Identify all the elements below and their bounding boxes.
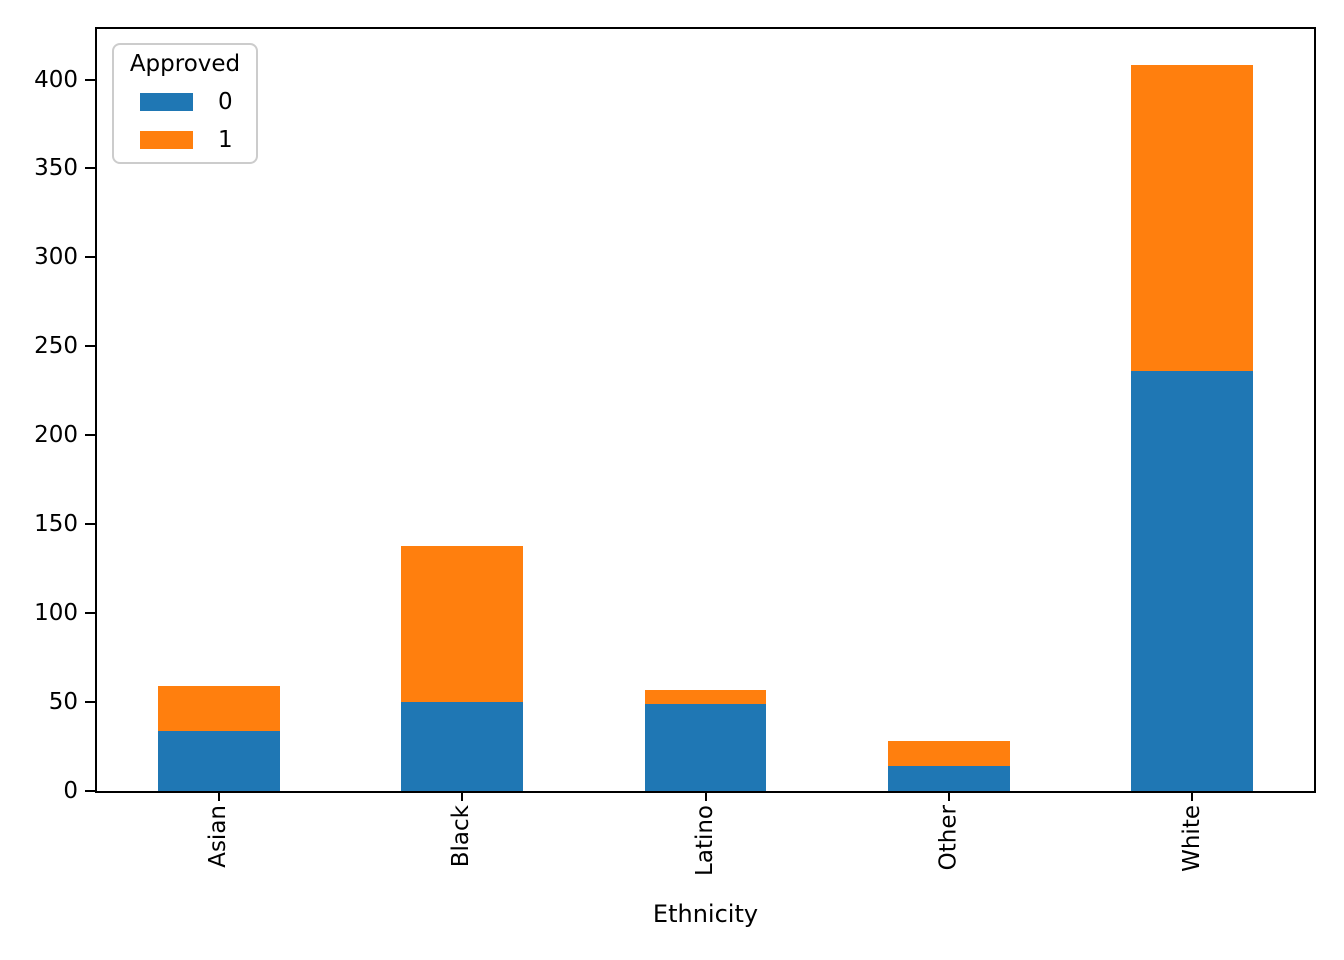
y-tick-mark [85, 790, 97, 792]
x-tick-mark [217, 791, 220, 801]
y-tick-label: 250 [34, 333, 78, 360]
y-tick-label: 100 [34, 600, 78, 627]
legend-swatch-approved-1 [140, 131, 193, 149]
y-tick-mark [85, 78, 97, 81]
y-tick-label: 400 [34, 66, 78, 93]
x-tick-mark [704, 791, 707, 801]
bar-latino-approved-1 [644, 689, 767, 704]
bar-latino-approved-0 [644, 703, 767, 791]
bar-latino [644, 689, 767, 791]
legend-label-approved-0: 0 [218, 88, 233, 115]
legend-title: Approved [129, 51, 241, 77]
y-tick-label: 0 [63, 778, 78, 804]
y-tick-label: 50 [48, 689, 78, 716]
y-tick-mark [85, 167, 97, 170]
bar-black-approved-1 [401, 545, 523, 703]
y-tick-mark [85, 523, 97, 526]
y-tick-label: 200 [34, 422, 78, 449]
y-tick-label: 150 [34, 511, 78, 538]
y-tick-mark [85, 612, 97, 615]
bar-black [401, 545, 523, 791]
x-tick-mark [1191, 791, 1194, 801]
legend-swatch-approved-0 [140, 93, 193, 111]
bar-white-approved-1 [1131, 65, 1254, 372]
x-axis-label: Ethnicity [652, 900, 759, 928]
legend-label-approved-1: 1 [218, 126, 233, 153]
x-tick-label-latino: Latino [692, 805, 718, 876]
y-tick-mark [85, 434, 97, 437]
bar-white [1131, 65, 1254, 791]
bar-other-approved-0 [888, 766, 1010, 791]
bar-white-approved-0 [1131, 371, 1254, 791]
x-tick-label-white: White [1178, 805, 1205, 872]
x-tick-mark [947, 791, 950, 801]
x-tick-mark [461, 791, 464, 801]
x-tick-label-asian: Asian [205, 805, 232, 868]
legend-row-1: 1 [140, 126, 256, 153]
bar-black-approved-0 [401, 702, 523, 791]
x-tick-label-other: Other [935, 805, 962, 871]
y-tick-mark [85, 256, 97, 259]
y-tick-mark [85, 701, 97, 704]
y-tick-mark [85, 345, 97, 348]
x-tick-label-black: Black [448, 805, 475, 868]
bar-asian-approved-0 [157, 730, 280, 791]
bar-other-approved-1 [888, 741, 1010, 767]
legend-row-0: 0 [140, 88, 256, 115]
bar-asian [157, 686, 280, 791]
plot-area [95, 27, 1316, 793]
y-tick-label: 300 [34, 244, 78, 271]
y-tick-label: 350 [34, 155, 78, 182]
bar-other [888, 741, 1010, 791]
legend: Approved 0 1 [112, 43, 258, 164]
bar-asian-approved-1 [157, 686, 280, 731]
